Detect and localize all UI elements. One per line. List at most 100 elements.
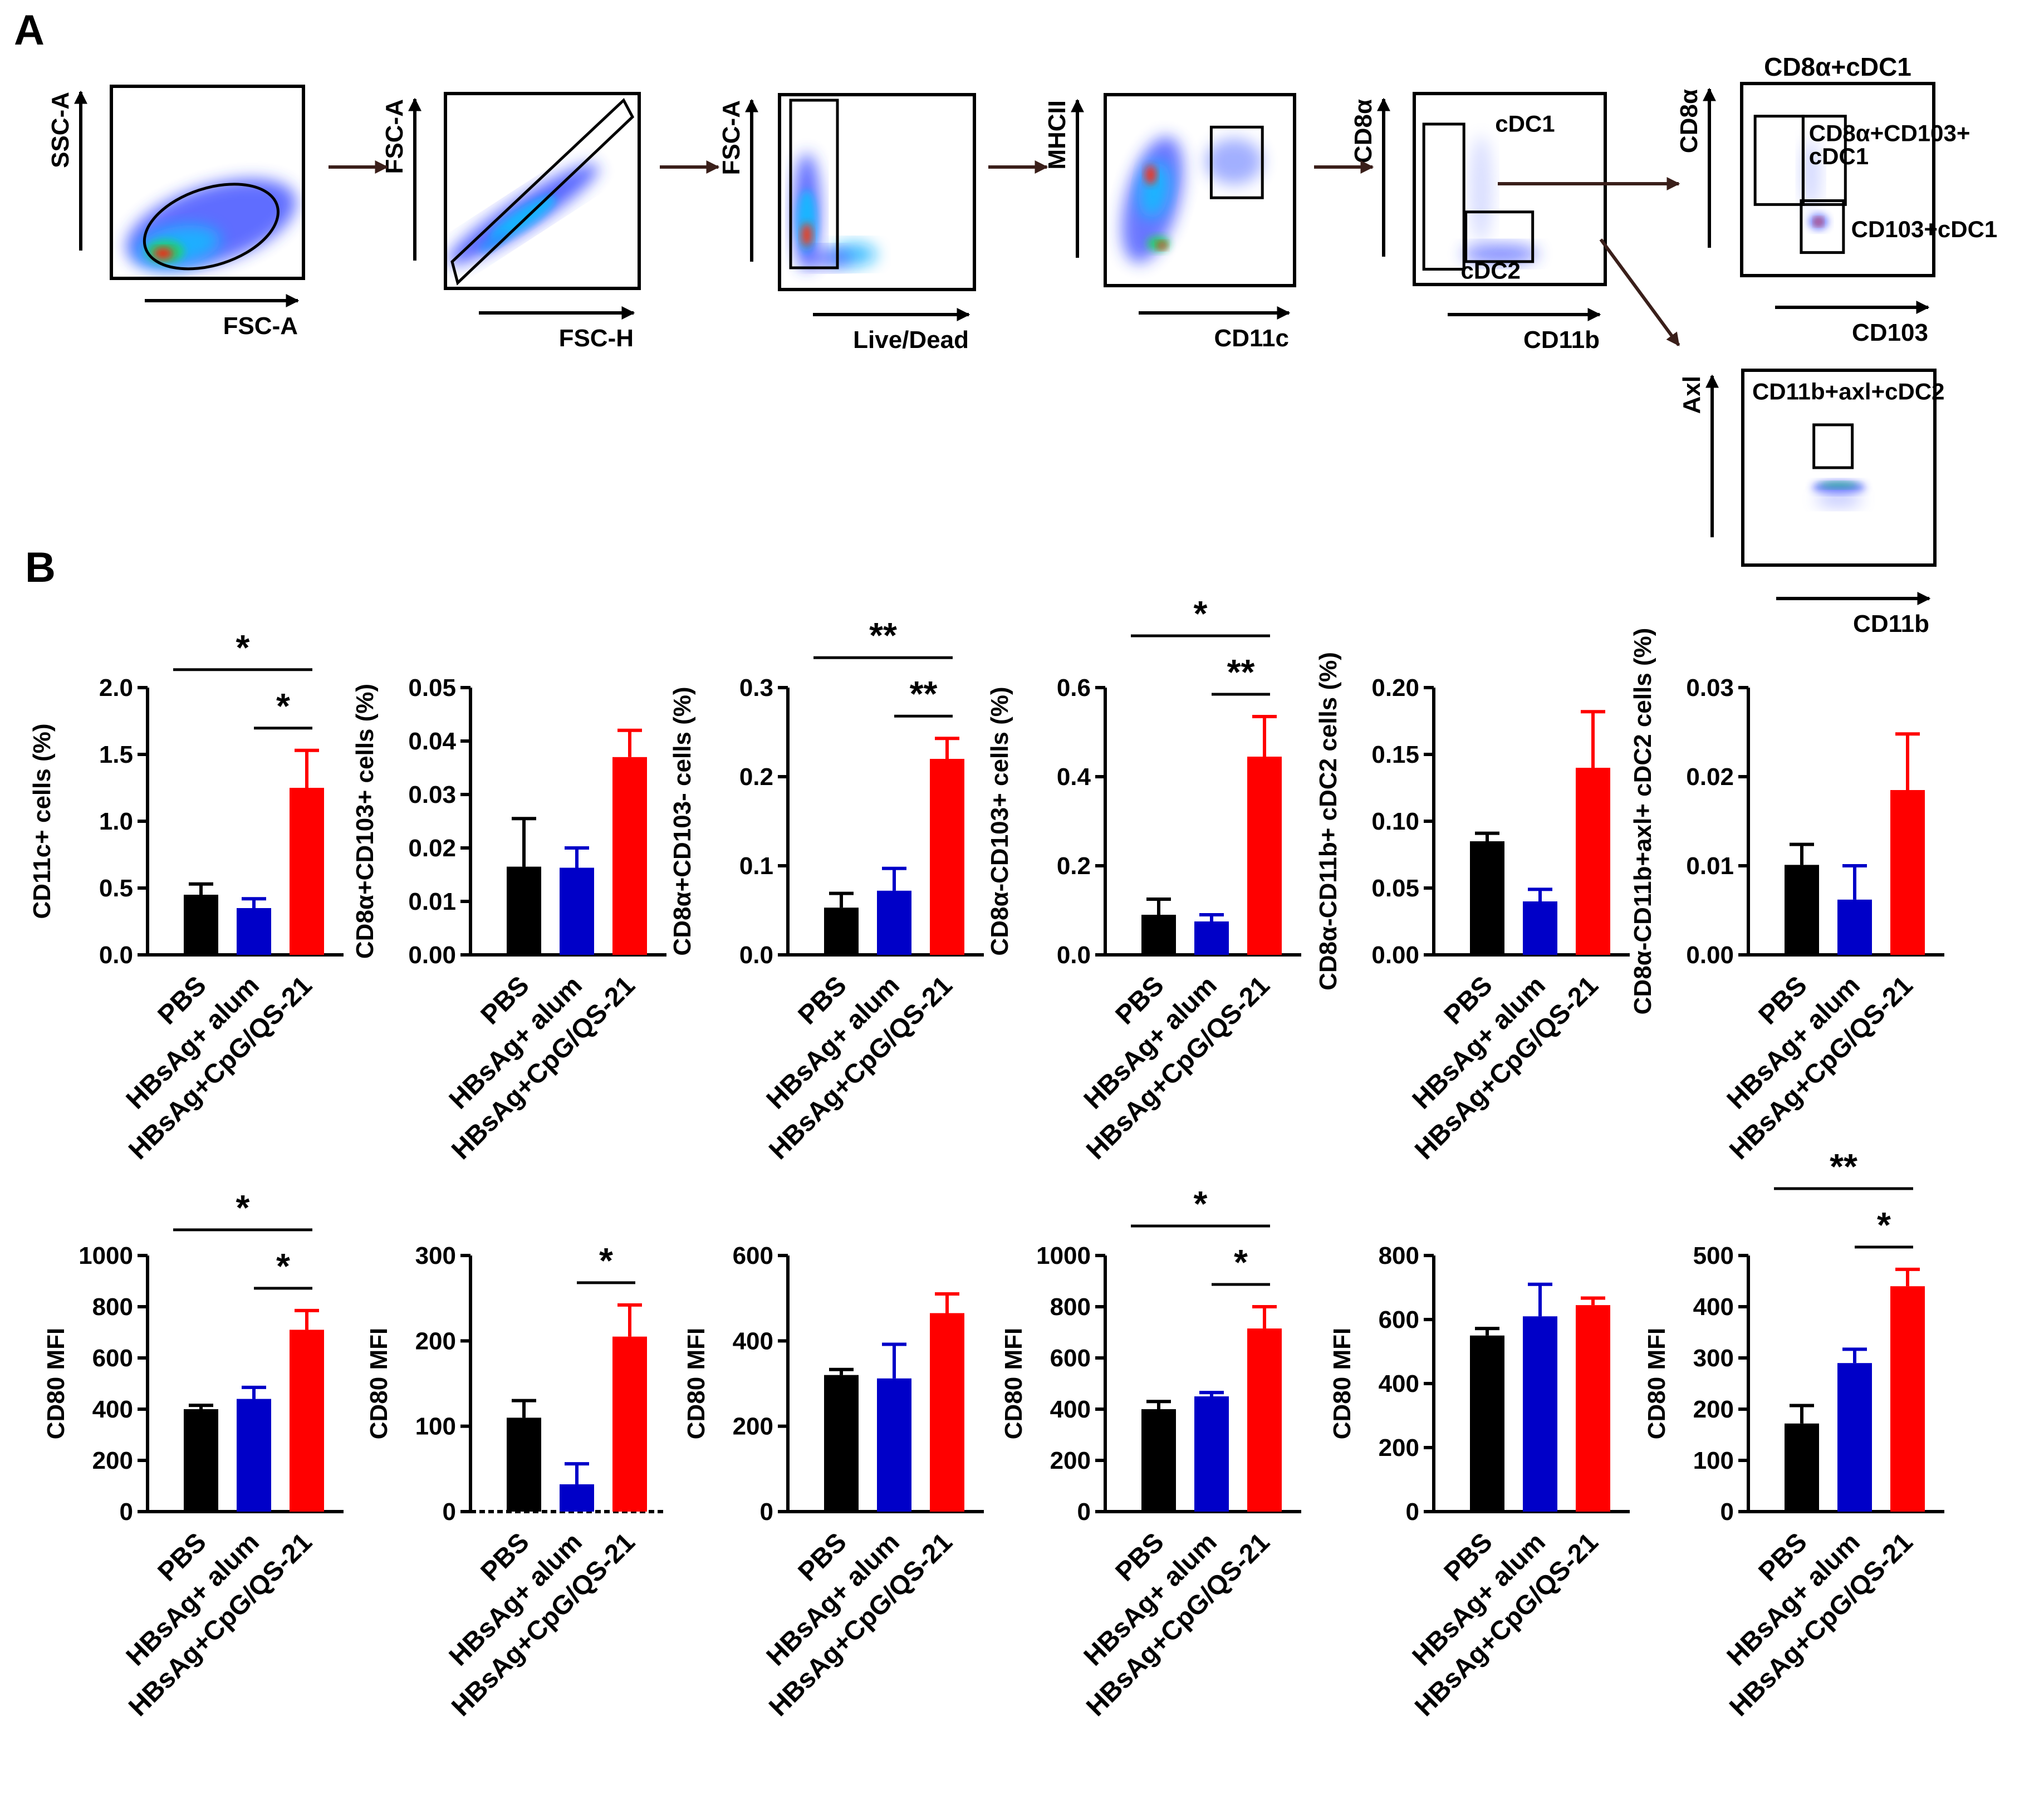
y-tick-label: 200	[733, 1413, 773, 1440]
y-tick-label: 0.20	[1371, 674, 1419, 702]
y-axis-label: CD8α-CD11b+axl+ cDC2 cells (%)	[1629, 628, 1656, 1015]
y-tick-label: 0.02	[408, 835, 456, 862]
significance-label: *	[276, 686, 290, 726]
y-tick-label: 0.6	[1057, 674, 1091, 702]
y-tick-label: 0	[443, 1498, 456, 1526]
y-tick-label: 0.00	[408, 941, 456, 969]
y-tick-label: 0	[1406, 1498, 1419, 1526]
density-plot	[126, 179, 296, 271]
gating-plot-5: cDC1 cDC2 CD11b CD8α	[1350, 92, 1607, 354]
gate-label: CD8α+CD103+	[1809, 120, 1971, 146]
y-tick-label: 100	[415, 1413, 456, 1440]
y-tick-label: 0	[120, 1498, 133, 1526]
gate-label: CD11b+axl+cDC2	[1752, 379, 1945, 405]
y-tick-label: 0.05	[1371, 875, 1419, 902]
bar-pbs	[1785, 865, 1819, 955]
density-region	[1801, 139, 1821, 209]
bar-pbs	[1470, 1335, 1504, 1512]
gate-rect-cd103	[1800, 199, 1845, 254]
significance-label: **	[910, 674, 938, 714]
x-axis-label: FSC-H	[559, 325, 634, 352]
plot-frame	[1413, 92, 1607, 286]
y-tick-label: 300	[1693, 1345, 1734, 1372]
bar-hbsag-cpg-qs-21	[1890, 1286, 1925, 1512]
y-axis-label: SSC-A	[47, 92, 74, 168]
y-tick-label: 400	[733, 1327, 773, 1355]
y-tick-label: 200	[1379, 1434, 1419, 1461]
gate-rect-cdc2	[1464, 210, 1535, 263]
bar-pbs	[1141, 915, 1176, 955]
bar-hbsag-alum	[877, 1378, 911, 1512]
gating-plot-7: CD11b+axl+cDC2 CD11b Axl	[1678, 369, 1945, 637]
y-tick-label: 0.10	[1371, 808, 1419, 835]
bar-hbsag-alum	[560, 867, 594, 955]
bar-pbs	[1785, 1423, 1819, 1512]
significance-label: **	[1830, 1146, 1857, 1186]
y-tick-label: 0.15	[1371, 741, 1419, 768]
density-plot	[1462, 135, 1538, 264]
gate-rect-cd8	[1753, 115, 1805, 206]
y-tick-label: 1000	[1036, 1242, 1091, 1269]
gate-label: cDC1	[1495, 111, 1555, 137]
y-tick-label: 0	[1077, 1498, 1091, 1526]
y-axis-label: CD80 MFI	[42, 1328, 70, 1439]
y-tick-label: 400	[1379, 1370, 1419, 1397]
gating-plot-2: FSC-H FSC-A	[381, 92, 641, 352]
bar-pbs	[184, 895, 218, 955]
plot-frame	[778, 93, 976, 291]
bar-hbsag-cpg-qs-21	[290, 788, 324, 955]
y-axis-label: FSC-A	[718, 100, 745, 175]
y-tick-label: 100	[1693, 1447, 1734, 1474]
density-region	[801, 223, 812, 247]
bar-pbs	[824, 908, 859, 955]
density-region	[1469, 135, 1493, 243]
y-axis-label: CD80 MFI	[365, 1328, 393, 1439]
bar-chart-2: 0.00 0.01 0.02 0.03 0.04 0.05 CD8α+CD103+ cell…	[351, 674, 666, 1165]
y-tick-label: 800	[92, 1293, 133, 1321]
plot-frame	[1740, 82, 1935, 277]
plot-frame	[444, 92, 641, 290]
density-region	[1205, 138, 1263, 185]
y-tick-label: 2.0	[99, 674, 133, 702]
significance-label: *	[1877, 1205, 1891, 1245]
y-tick-label: 0.01	[408, 888, 456, 915]
bar-hbsag-cpg-qs-21	[1576, 1305, 1610, 1512]
panel-b-label: B	[25, 544, 56, 591]
bar-hbsag-alum	[237, 1399, 271, 1512]
x-axis-label: CD11b	[1523, 326, 1600, 354]
y-tick-label: 1000	[79, 1242, 133, 1269]
y-tick-label: 0.02	[1686, 763, 1734, 791]
bar-hbsag-cpg-qs-21	[612, 757, 647, 955]
density-region	[1816, 491, 1862, 507]
y-tick-label: 300	[415, 1242, 456, 1269]
y-tick-label: 0	[760, 1498, 773, 1526]
y-axis-label: CD8α-CD103+ cells (%)	[986, 686, 1013, 955]
gate-ellipse	[143, 183, 280, 271]
x-axis-label: CD11b	[1853, 610, 1929, 637]
y-tick-label: 400	[1693, 1293, 1734, 1321]
bar-pbs	[1141, 1409, 1176, 1512]
y-tick-label: 0.00	[1686, 941, 1734, 969]
gate-rect-double	[1801, 115, 1847, 206]
x-axis-label: Live/Dead	[853, 326, 969, 354]
plot-frame	[1741, 369, 1937, 567]
density-region	[126, 179, 296, 271]
y-tick-label: 0.2	[1057, 852, 1091, 880]
y-tick-label: 0.04	[408, 728, 456, 755]
bar-chart-5: 0.00 0.05 0.10 0.15 0.20 CD8α-CD11b+ cDC2 cel…	[1315, 652, 1630, 1165]
x-axis-label: CD103	[1852, 319, 1928, 346]
bar-hbsag-cpg-qs-21	[1247, 757, 1282, 955]
gating-plot-6: CD8α+CD103+cDC1 CD103+cDC1 CD103 CD8α CD8α+c…	[1675, 52, 1997, 346]
density-plot	[448, 164, 599, 265]
gate-rect-cdc1	[1422, 122, 1465, 271]
y-axis-label: CD8α	[1350, 99, 1377, 163]
significance-label: *	[1194, 1184, 1208, 1224]
y-axis-label: CD80 MFI	[683, 1328, 710, 1439]
y-tick-label: 0.0	[99, 941, 133, 969]
